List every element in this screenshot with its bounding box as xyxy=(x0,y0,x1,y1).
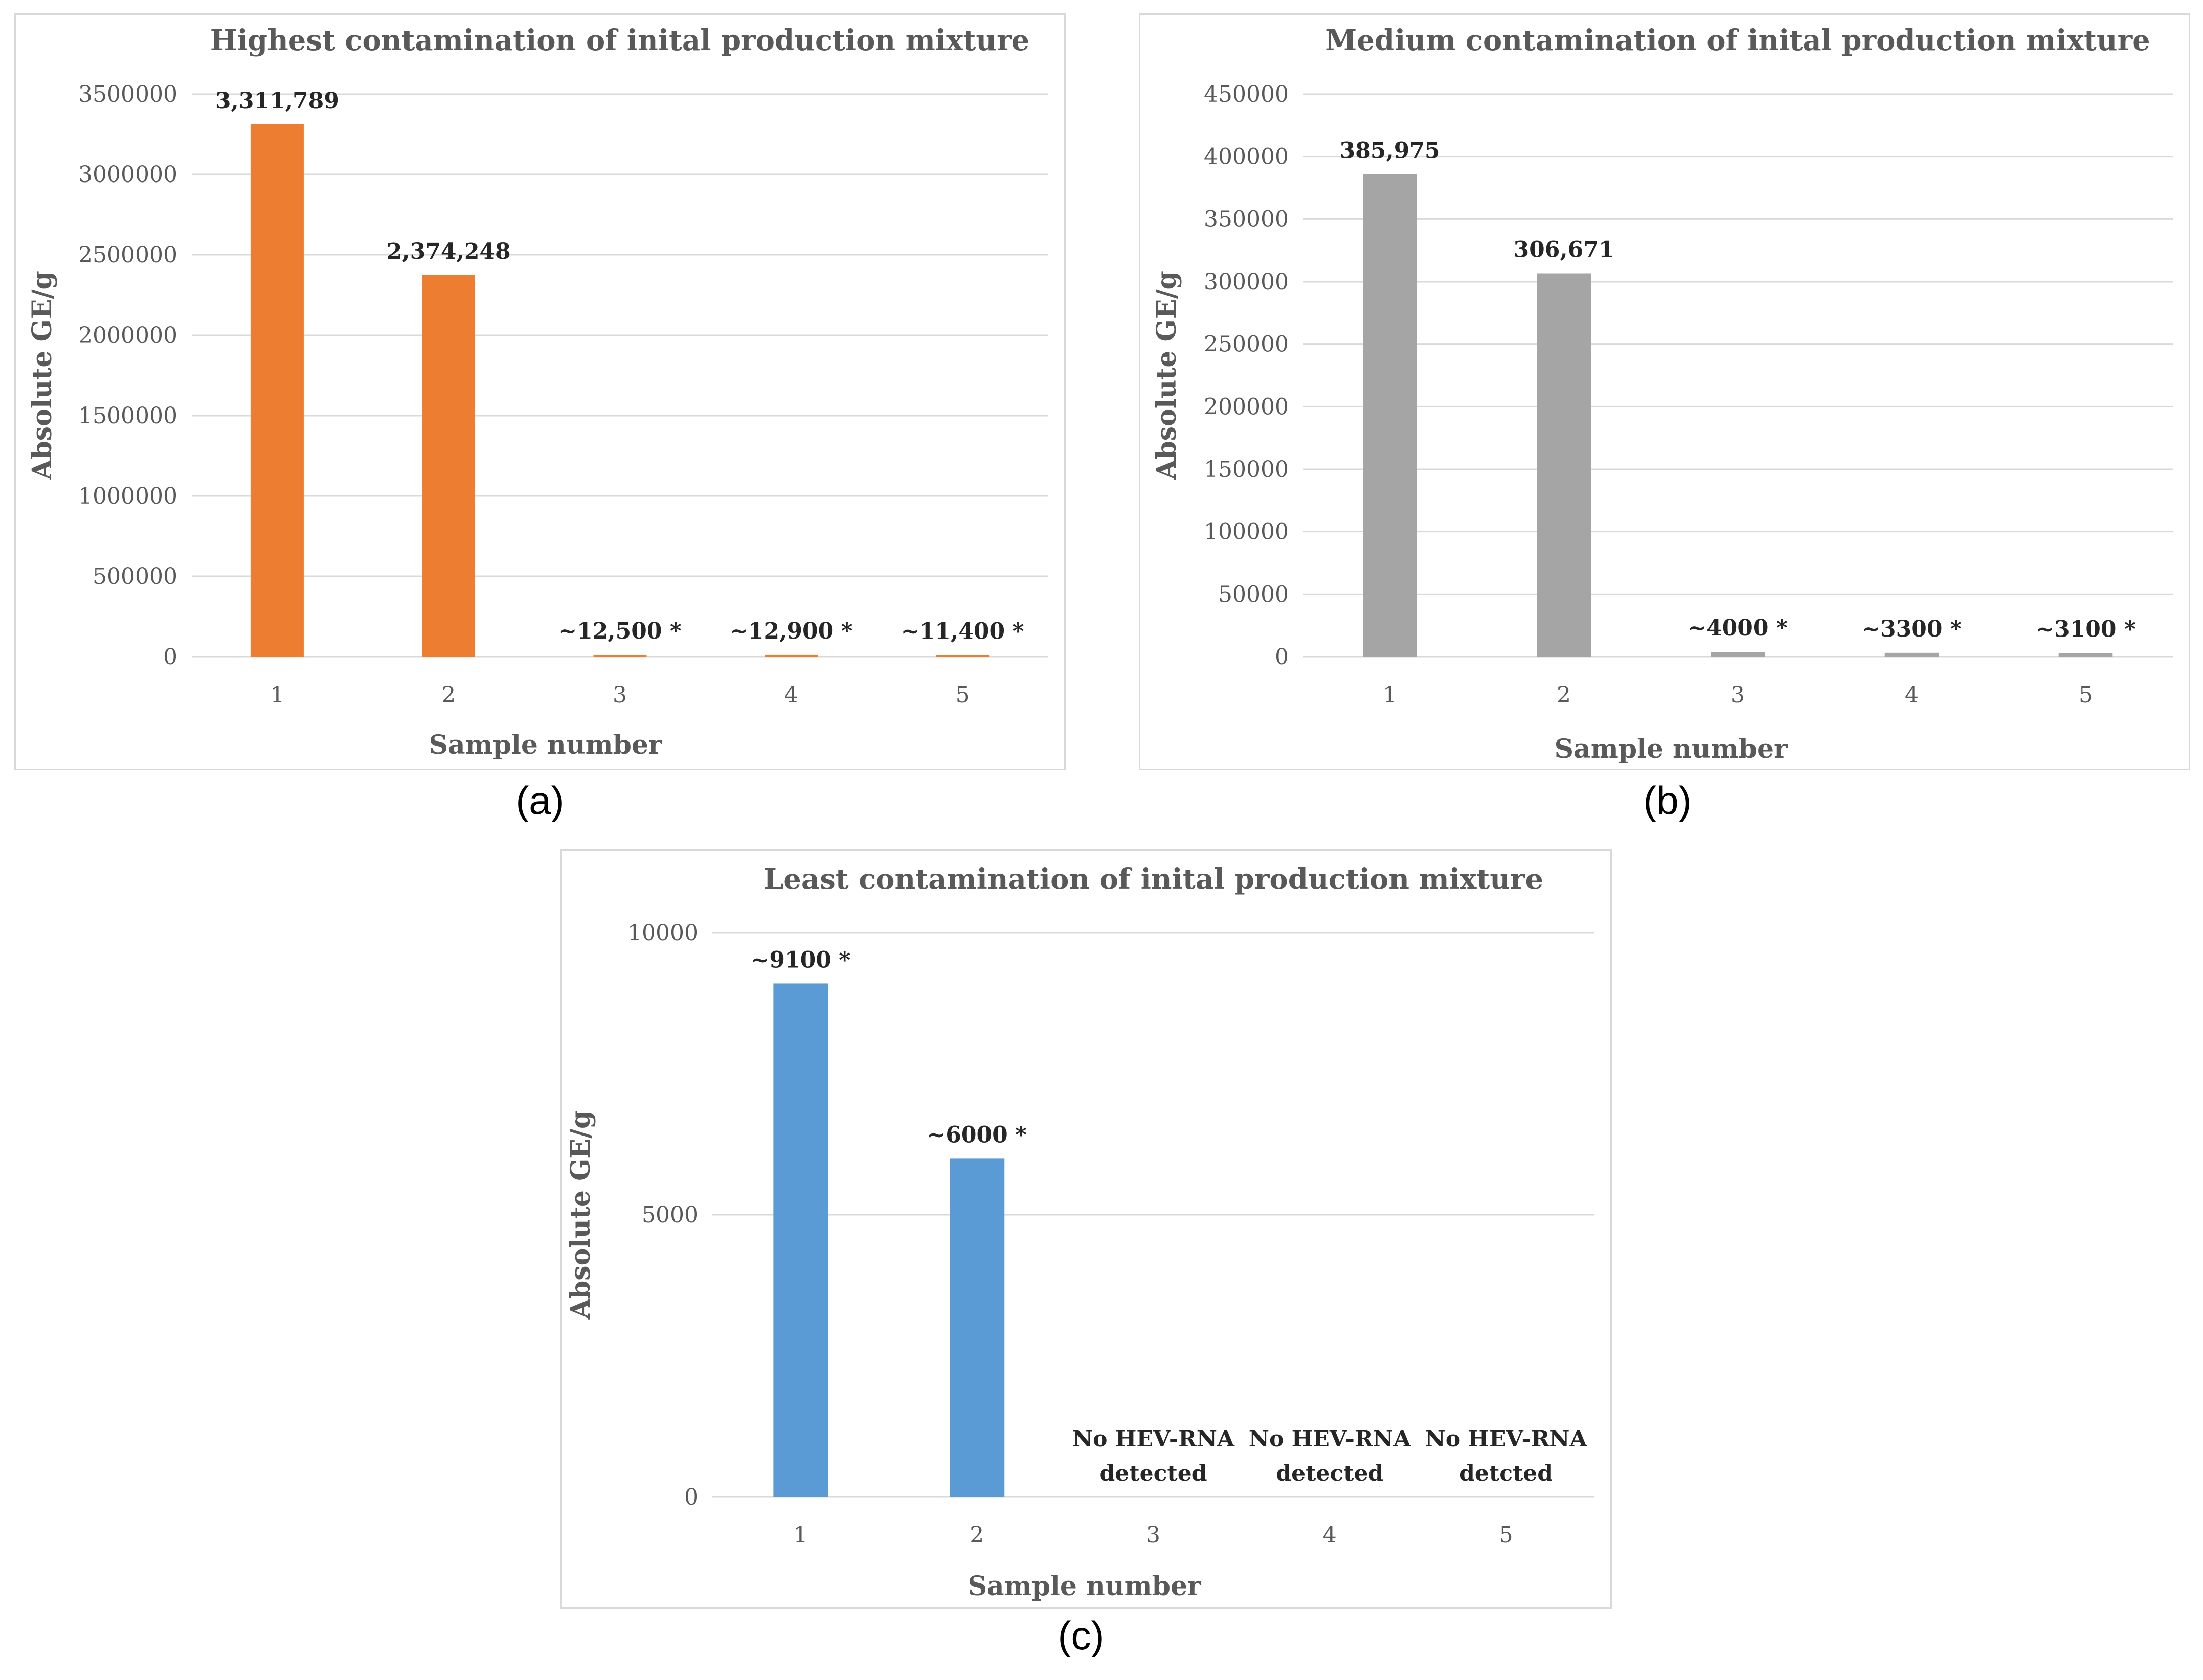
y-tick-label: 5000 xyxy=(642,1202,698,1228)
y-tick-label: 0 xyxy=(1275,644,1289,670)
y-tick-label: 3500000 xyxy=(78,81,177,107)
bar xyxy=(2058,653,2113,657)
y-tick-label: 10000 xyxy=(627,920,698,946)
data-label: 306,671 xyxy=(1513,237,1614,263)
data-label: 2,374,248 xyxy=(387,239,511,264)
no-detection-label: No HEV-RNA xyxy=(1072,1426,1235,1452)
y-tick-label: 450000 xyxy=(1204,81,1289,107)
x-tick-label: 5 xyxy=(2079,682,2093,708)
x-tick-label: 3 xyxy=(1731,682,1745,708)
x-tick-label: 1 xyxy=(793,1522,807,1548)
chart-a: Highest contamination of inital producti… xyxy=(27,24,1048,760)
caption-a: (a) xyxy=(516,778,564,823)
chart-panel-b: Medium contamination of inital productio… xyxy=(1139,13,2190,770)
bar xyxy=(1884,652,1939,657)
y-tick-label: 150000 xyxy=(1204,457,1289,482)
chart-title: Least contamination of inital production… xyxy=(763,862,1543,896)
chart-panel-a: Highest contamination of inital producti… xyxy=(14,13,1066,770)
x-tick-label: 4 xyxy=(1905,682,1919,708)
chart-c: Least contamination of inital production… xyxy=(565,862,1594,1602)
chart-title: Highest contamination of inital producti… xyxy=(210,24,1030,57)
x-tick-label: 1 xyxy=(270,682,284,708)
bar xyxy=(1711,652,1765,657)
y-tick-label: 250000 xyxy=(1204,332,1289,357)
x-axis-label: Sample number xyxy=(429,730,662,760)
y-tick-label: 100000 xyxy=(1204,519,1289,545)
data-label: ~9100 * xyxy=(751,947,851,973)
y-tick-label: 1000000 xyxy=(78,483,177,509)
caption-c: (c) xyxy=(1058,1613,1104,1658)
data-label: 3,311,789 xyxy=(215,88,339,114)
chart-title: Medium contamination of inital productio… xyxy=(1325,24,2150,57)
bar xyxy=(1537,273,1591,657)
y-axis-label: Absolute GE/g xyxy=(27,271,58,480)
x-tick-label: 3 xyxy=(613,682,627,708)
y-tick-label: 0 xyxy=(684,1484,698,1510)
bar xyxy=(1363,174,1417,657)
chart-panel-c: Least contamination of inital production… xyxy=(560,849,1612,1609)
chart-b: Medium contamination of inital productio… xyxy=(1151,24,2173,764)
y-tick-label: 2500000 xyxy=(78,242,177,268)
data-label: ~4000 * xyxy=(1688,615,1788,641)
bar xyxy=(936,655,990,657)
data-label: ~12,900 * xyxy=(730,618,853,644)
y-tick-label: 500000 xyxy=(93,564,177,589)
data-label: ~6000 * xyxy=(927,1122,1027,1148)
bar xyxy=(593,655,647,657)
bar xyxy=(773,983,828,1497)
x-tick-label: 1 xyxy=(1383,682,1397,708)
no-detection-label: detected xyxy=(1100,1461,1207,1486)
y-tick-label: 200000 xyxy=(1204,394,1289,420)
y-tick-label: 1500000 xyxy=(78,403,177,429)
y-tick-label: 350000 xyxy=(1204,206,1289,232)
x-tick-label: 3 xyxy=(1146,1522,1160,1548)
y-tick-label: 3000000 xyxy=(78,162,177,188)
no-detection-label: No HEV-RNA xyxy=(1425,1426,1588,1452)
no-detection-label: No HEV-RNA xyxy=(1249,1426,1411,1452)
no-detection-label: detected xyxy=(1276,1461,1383,1486)
y-tick-label: 0 xyxy=(163,644,177,670)
x-tick-label: 5 xyxy=(1499,1522,1513,1548)
y-tick-label: 300000 xyxy=(1204,269,1289,295)
bar xyxy=(422,275,475,657)
data-label: ~3100 * xyxy=(2036,616,2136,642)
data-label: 385,975 xyxy=(1339,138,1440,163)
bar xyxy=(250,124,304,657)
x-tick-label: 2 xyxy=(441,682,456,708)
y-tick-label: 2000000 xyxy=(78,323,177,348)
caption-b: (b) xyxy=(1643,778,1692,823)
x-tick-label: 5 xyxy=(956,682,970,708)
y-tick-label: 50000 xyxy=(1218,581,1289,607)
data-label: ~12,500 * xyxy=(558,618,682,644)
x-tick-label: 2 xyxy=(1557,682,1571,708)
x-tick-label: 4 xyxy=(784,682,798,708)
y-axis-label: Absolute GE/g xyxy=(1151,271,1182,480)
data-label: ~11,400 * xyxy=(901,618,1024,644)
x-tick-label: 2 xyxy=(970,1522,984,1548)
x-tick-label: 4 xyxy=(1323,1522,1337,1548)
data-label: ~3300 * xyxy=(1862,616,1962,642)
bar xyxy=(765,654,818,657)
y-tick-label: 400000 xyxy=(1204,144,1289,170)
no-detection-label: detcted xyxy=(1459,1461,1553,1486)
x-axis-label: Sample number xyxy=(968,1571,1201,1602)
bar xyxy=(950,1158,1005,1497)
x-axis-label: Sample number xyxy=(1554,734,1788,764)
y-axis-label: Absolute GE/g xyxy=(565,1111,596,1320)
